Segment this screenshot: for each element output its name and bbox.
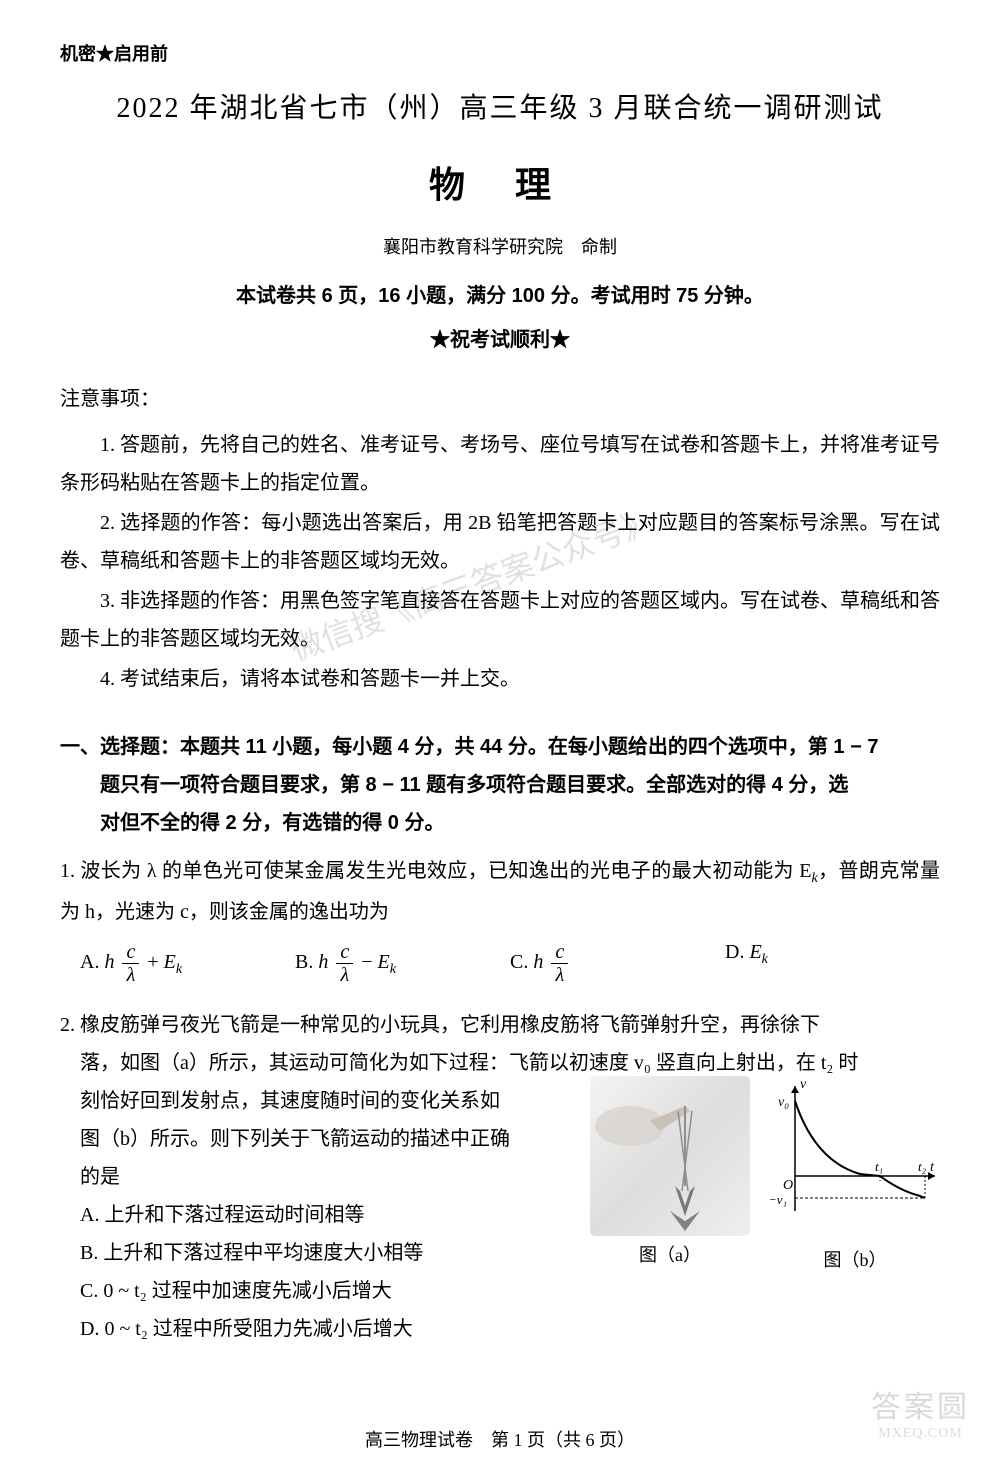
figure-a-image [590,1076,750,1236]
subject-title: 物 理 [60,156,940,208]
q1-b-prefix: B. [295,951,318,973]
notice-item-1: 1. 答题前，先将自己的姓名、准考证号、考场号、座位号填写在试卷和答题卡上，并将… [60,426,940,502]
graph-t2-label: t₂ [918,1159,927,1174]
figure-b: v v₀ −v₁ O t t₁ t₂ 图（b） [770,1076,940,1272]
q1-b-frac-bot: λ [336,964,353,986]
graph-negv1-label: −v₁ [770,1192,787,1207]
q1-option-b: B. h cλ − Ek [295,941,510,986]
q1-d-k: k [762,952,768,967]
exam-info: 本试卷共 6 页，16 小题，满分 100 分。考试用时 75 分钟。 [60,279,940,308]
q1-a-e: E [164,951,176,973]
figure-a: 图（a） [590,1076,750,1272]
page-footer: 高三物理试卷 第 1 页（共 6 页） [0,1426,1000,1452]
graph-t1-label: t₁ [875,1159,883,1174]
q1-b-k: k [390,962,396,977]
figure-a-label: 图（a） [590,1241,750,1267]
q1-a-k: k [176,962,182,977]
q2-option-c: C. 0 ~ t₂ 过程中加速度先减小后增大 [80,1272,940,1310]
classified-label: 机密★启用前 [60,40,940,66]
q1-b-frac-top: c [336,941,353,964]
main-title: 2022 年湖北省七市（州）高三年级 3 月联合统一调研测试 [60,86,940,126]
q1-a-prefix: A. [80,951,104,973]
q1-c-prefix: C. [510,951,533,973]
section-header-line1: 一、选择题：本题共 11 小题，每小题 4 分，共 44 分。在每小题给出的四个… [60,736,878,758]
section-header-line2: 题只有一项符合题目要求，第 8 − 11 题有多项符合题目要求。全部选对的得 4… [60,766,940,804]
q2-figures: 图（a） v v₀ −v₁ O t t₁ t₂ 图（b） [590,1076,940,1272]
author-info: 襄阳市教育科学研究院 命制 [60,233,940,259]
q1-c-h: h [533,951,543,973]
q1-c-frac-top: c [551,941,568,964]
notice-item-2: 2. 选择题的作答：每小题选出答案后，用 2B 铅笔把答题卡上对应题目的答案标号… [60,504,940,580]
graph-t-label: t [930,1160,935,1175]
q1-option-d: D. Ek [725,941,940,986]
q1-d-prefix: D. [725,941,749,963]
graph-origin: O [783,1178,793,1193]
watermark-corner-1: 答案圆 [871,1382,970,1426]
q1-a-plus: + [142,951,163,973]
velocity-graph: v v₀ −v₁ O t t₁ t₂ [770,1076,940,1236]
notice-title: 注意事项： [60,382,940,411]
section-1-header: 一、选择题：本题共 11 小题，每小题 4 分，共 44 分。在每小题给出的四个… [60,728,940,842]
q1-text: 1. 波长为 λ 的单色光可使某金属发生光电效应，已知逸出的光电子的最大初动能为… [60,860,811,882]
section-header-line3: 对但不全的得 2 分，有选错的得 0 分。 [60,804,940,842]
q2-line1: 2. 橡皮筋弹弓夜光飞箭是一种常见的小玩具，它利用橡皮筋将飞箭弹射升空，再徐徐下 [60,1006,940,1044]
q2-line5: 的是 [60,1158,570,1196]
q2-line3: 刻恰好回到发射点，其速度随时间的变化关系如 [60,1082,570,1120]
q2-option-d: D. 0 ~ t₂ 过程中所受阻力先减小后增大 [80,1310,940,1348]
q1-b-e: E [378,951,390,973]
good-luck: ★祝考试顺利★ [60,323,940,352]
q1-a-frac-bot: λ [122,964,139,986]
question-2: 2. 橡皮筋弹弓夜光飞箭是一种常见的小玩具，它利用橡皮筋将飞箭弹射升空，再徐徐下… [60,1006,940,1348]
q1-b-minus: − [356,951,377,973]
q1-option-a: A. h cλ + Ek [80,941,295,986]
notice-item-3: 3. 非选择题的作答：用黑色签字笔直接答在答题卡上对应的答题区域内。写在试卷、草… [60,582,940,658]
q1-c-frac-bot: λ [551,964,568,986]
q1-d-e: E [749,941,761,963]
graph-v-label: v [800,1077,807,1092]
question-1: 1. 波长为 λ 的单色光可使某金属发生光电效应，已知逸出的光电子的最大初动能为… [60,852,940,931]
graph-v0-label: v₀ [778,1095,789,1110]
figure-b-label: 图（b） [770,1246,940,1272]
notice-item-4: 4. 考试结束后，请将本试卷和答题卡一并上交。 [60,660,940,698]
q1-options: A. h cλ + Ek B. h cλ − Ek C. h cλ D. Ek [80,941,940,986]
q2-line4: 图（b）所示。则下列关于飞箭运动的描述中正确 [60,1120,570,1158]
q1-a-h: h [104,951,114,973]
q1-option-c: C. h cλ [510,941,725,986]
q1-a-frac-top: c [122,941,139,964]
q1-b-h: h [318,951,328,973]
